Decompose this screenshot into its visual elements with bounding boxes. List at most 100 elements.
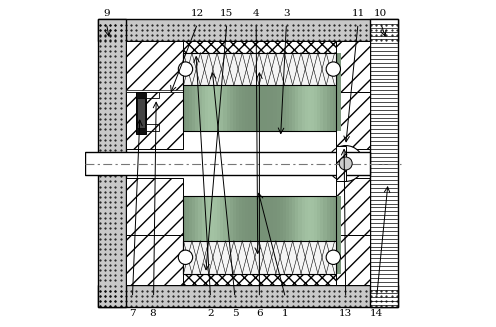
Bar — [283, 53, 288, 131]
Bar — [201, 53, 207, 131]
Bar — [308, 53, 313, 131]
Bar — [208, 53, 213, 131]
Bar — [214, 196, 219, 274]
Bar — [264, 196, 269, 274]
Bar — [186, 53, 191, 131]
Bar — [98, 19, 398, 42]
Bar — [317, 53, 322, 131]
Bar — [326, 196, 332, 274]
Bar — [224, 53, 229, 131]
Circle shape — [339, 157, 352, 170]
Bar — [183, 53, 336, 131]
Bar — [192, 53, 197, 131]
Bar — [208, 196, 213, 274]
Circle shape — [179, 62, 192, 76]
Bar — [183, 53, 336, 85]
Bar — [320, 196, 325, 274]
Bar — [302, 196, 307, 274]
Text: 7: 7 — [129, 309, 136, 318]
Bar — [239, 53, 245, 131]
Bar — [198, 196, 204, 274]
Bar — [311, 53, 316, 131]
Bar — [126, 235, 183, 285]
Bar — [289, 53, 294, 131]
Bar — [205, 53, 210, 131]
Bar — [286, 196, 291, 274]
Bar — [183, 274, 336, 285]
Text: 5: 5 — [232, 309, 238, 318]
Bar — [136, 92, 146, 134]
Bar — [183, 196, 336, 274]
Bar — [230, 196, 235, 274]
Bar — [217, 53, 222, 131]
Bar — [239, 196, 245, 274]
Bar — [146, 125, 159, 131]
Text: 4: 4 — [253, 9, 259, 18]
Bar — [323, 53, 329, 131]
Bar — [295, 196, 301, 274]
Bar — [195, 53, 200, 131]
Bar — [227, 53, 232, 131]
Bar — [267, 196, 272, 274]
Bar — [233, 196, 238, 274]
Bar — [317, 196, 322, 274]
Bar — [292, 196, 298, 274]
Bar — [336, 92, 370, 149]
Bar — [211, 53, 216, 131]
Bar — [211, 196, 216, 274]
Bar — [189, 196, 194, 274]
Bar — [320, 53, 325, 131]
Bar — [261, 196, 266, 274]
Bar — [305, 196, 310, 274]
Bar — [230, 53, 235, 131]
Bar — [126, 90, 183, 92]
Bar — [299, 196, 304, 274]
Bar — [333, 196, 338, 274]
Bar — [146, 92, 159, 98]
Bar — [330, 53, 335, 131]
Bar — [189, 53, 194, 131]
Bar — [270, 196, 276, 274]
Bar — [85, 152, 370, 175]
Bar — [236, 196, 241, 274]
Bar — [273, 196, 279, 274]
Bar — [336, 53, 341, 131]
Bar — [333, 53, 338, 131]
Bar — [98, 285, 398, 307]
Bar — [267, 53, 272, 131]
Bar — [255, 53, 260, 131]
Bar — [227, 196, 232, 274]
Text: 10: 10 — [374, 9, 387, 18]
Bar — [201, 196, 207, 274]
Text: 14: 14 — [370, 309, 383, 318]
Bar — [336, 146, 346, 181]
Bar — [242, 196, 248, 274]
Bar — [183, 241, 336, 274]
Bar — [305, 53, 310, 131]
Bar — [246, 53, 250, 131]
Bar — [220, 53, 226, 131]
Bar — [183, 53, 188, 131]
Bar — [264, 53, 269, 131]
Bar — [251, 53, 257, 131]
Bar — [126, 42, 183, 92]
Bar — [137, 98, 145, 128]
Text: 9: 9 — [103, 9, 110, 18]
Bar — [217, 196, 222, 274]
Bar — [280, 196, 285, 274]
Bar — [302, 53, 307, 131]
Bar — [236, 53, 241, 131]
Bar — [233, 53, 238, 131]
Text: 8: 8 — [150, 309, 156, 318]
Bar — [246, 196, 250, 274]
Circle shape — [328, 146, 364, 181]
Bar — [192, 196, 197, 274]
Bar — [258, 53, 263, 131]
Bar — [292, 53, 298, 131]
Bar — [220, 196, 226, 274]
Text: 1: 1 — [282, 309, 289, 318]
Bar — [195, 196, 200, 274]
Circle shape — [326, 250, 340, 265]
Bar — [224, 196, 229, 274]
Bar — [277, 196, 282, 274]
